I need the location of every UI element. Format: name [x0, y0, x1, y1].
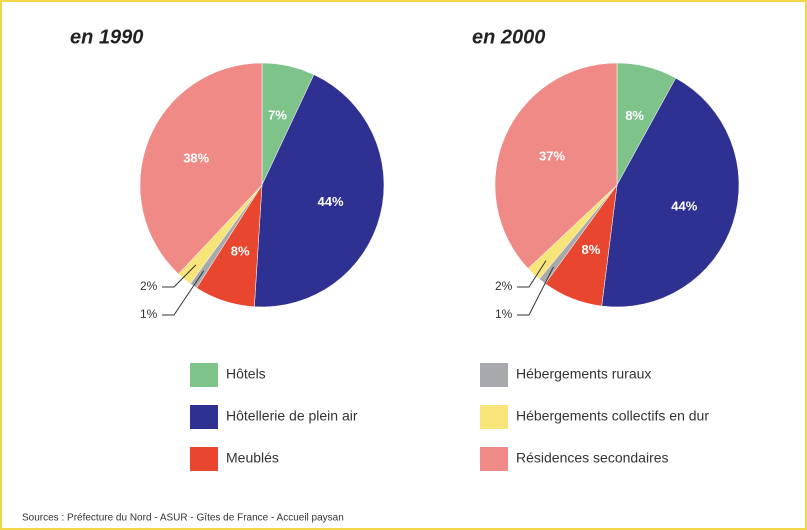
legend-label: Résidences secondaires	[516, 450, 669, 466]
legend-label: Hébergements ruraux	[516, 366, 651, 382]
leader-line	[162, 270, 205, 316]
source: Sources : Préfecture du Nord - ASUR - Gî…	[22, 513, 344, 524]
legend-swatch	[190, 447, 218, 471]
legend-label: Meublés	[226, 450, 279, 466]
legend-swatch	[480, 447, 508, 471]
legend-swatch	[480, 405, 508, 429]
slice-label: 38%	[183, 150, 209, 165]
slice-label: 44%	[671, 198, 697, 213]
slice-label: 8%	[231, 244, 250, 259]
legend-label: Hôtellerie de plein air	[226, 408, 358, 424]
slice-label: 37%	[539, 148, 565, 163]
slice-label: 1%	[495, 307, 513, 321]
slice-label: 44%	[318, 194, 344, 209]
pie-slice	[139, 62, 263, 275]
slice-label: 8%	[582, 242, 601, 257]
slice-label: 2%	[495, 279, 513, 293]
slice-label: 2%	[140, 279, 158, 293]
slice-label: 8%	[625, 108, 644, 123]
pie-slice	[601, 77, 740, 308]
pie-slice	[494, 62, 618, 269]
slice-label: 7%	[268, 107, 287, 122]
slice-label: 1%	[140, 307, 158, 321]
legend-swatch	[480, 363, 508, 387]
chart-title: en 2000	[472, 26, 545, 48]
leader-line	[517, 260, 547, 288]
legend-swatch	[190, 405, 218, 429]
legend-label: Hébergements collectifs en dur	[516, 408, 709, 424]
chart-title: en 1990	[70, 26, 143, 48]
pie-slice	[254, 74, 385, 308]
legend-swatch	[190, 363, 218, 387]
legend-label: Hôtels	[226, 366, 266, 382]
leader-line	[517, 266, 554, 316]
leader-line	[162, 264, 197, 288]
